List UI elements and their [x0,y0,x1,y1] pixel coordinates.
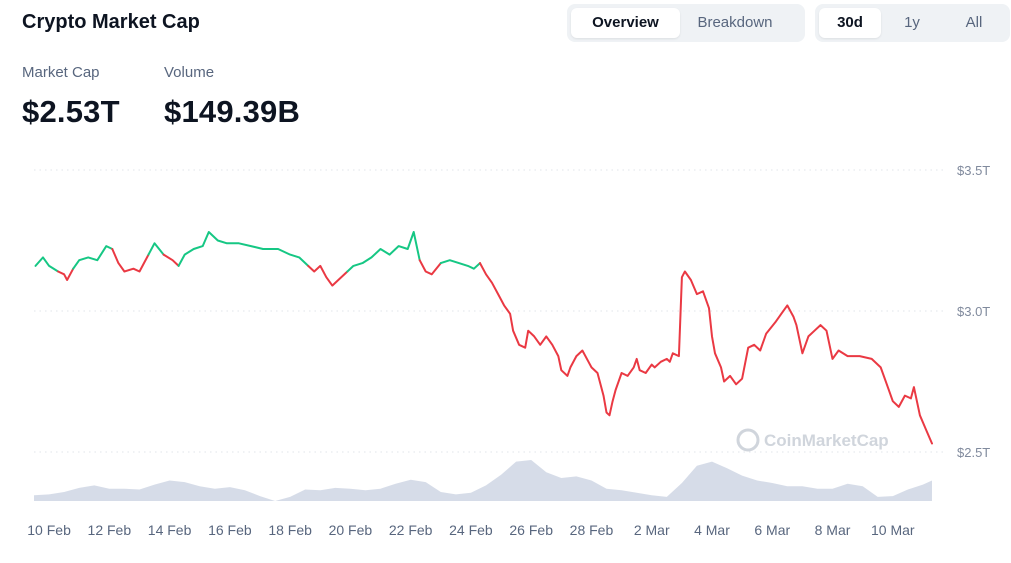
price-line-up [177,231,310,267]
tab-overview[interactable]: Overview [571,8,680,38]
x-tick-label: 2 Mar [634,522,670,538]
x-tick-label: 4 Mar [694,522,730,538]
tab-breakdown[interactable]: Breakdown [697,14,773,31]
x-tick-label: 14 Feb [148,522,192,538]
market-cap-label: Market Cap [22,64,100,81]
x-tick-label: 12 Feb [88,522,132,538]
x-tick-label: 22 Feb [389,522,433,538]
x-tick-label: 16 Feb [208,522,252,538]
volume-area [34,460,932,501]
volume-label: Volume [164,64,215,81]
price-line-down [111,248,150,273]
y-tick-label: $3.0T [957,304,990,319]
price-line-up [34,256,60,273]
x-tick-label: 6 Mar [754,522,790,538]
x-tick-label: 20 Feb [329,522,373,538]
x-tick-label: 18 Feb [268,522,312,538]
x-tick-label: 10 Mar [871,522,915,538]
volume-value: $149.39B [164,94,301,129]
coinmarketcap-logo-icon [736,428,760,452]
price-line-down [418,259,442,276]
price-line-up [439,259,481,270]
range-all[interactable]: All [965,14,983,31]
y-tick-label: $3.5T [957,163,990,178]
price-line-up [346,231,421,273]
x-tick-label: 24 Feb [449,522,493,538]
page-title: Crypto Market Cap [22,11,200,33]
market-cap-chart: $3.5T $3.0T $2.5T CoinMarketCap 10 Feb 12 Feb… [27,163,990,538]
price-line-up [72,245,114,270]
x-tick-label: 28 Feb [570,522,614,538]
range-30d[interactable]: 30d [819,8,881,38]
price-line-down [57,267,75,281]
price-line-down [162,253,180,267]
price-line-down [479,262,933,445]
price-line-up [147,242,165,256]
watermark: CoinMarketCap [736,428,889,452]
view-toggle: Overview Breakdown [567,4,805,42]
y-tick-label: $2.5T [957,445,990,460]
range-1y[interactable]: 1y [904,14,920,31]
x-tick-label: 26 Feb [509,522,553,538]
x-tick-label: 8 Mar [815,522,851,538]
watermark-text: CoinMarketCap [764,431,889,450]
market-cap-value: $2.53T [22,94,120,129]
range-toggle: 30d 1y All [815,4,1010,42]
price-line-down [307,264,349,287]
x-tick-label: 10 Feb [27,522,71,538]
